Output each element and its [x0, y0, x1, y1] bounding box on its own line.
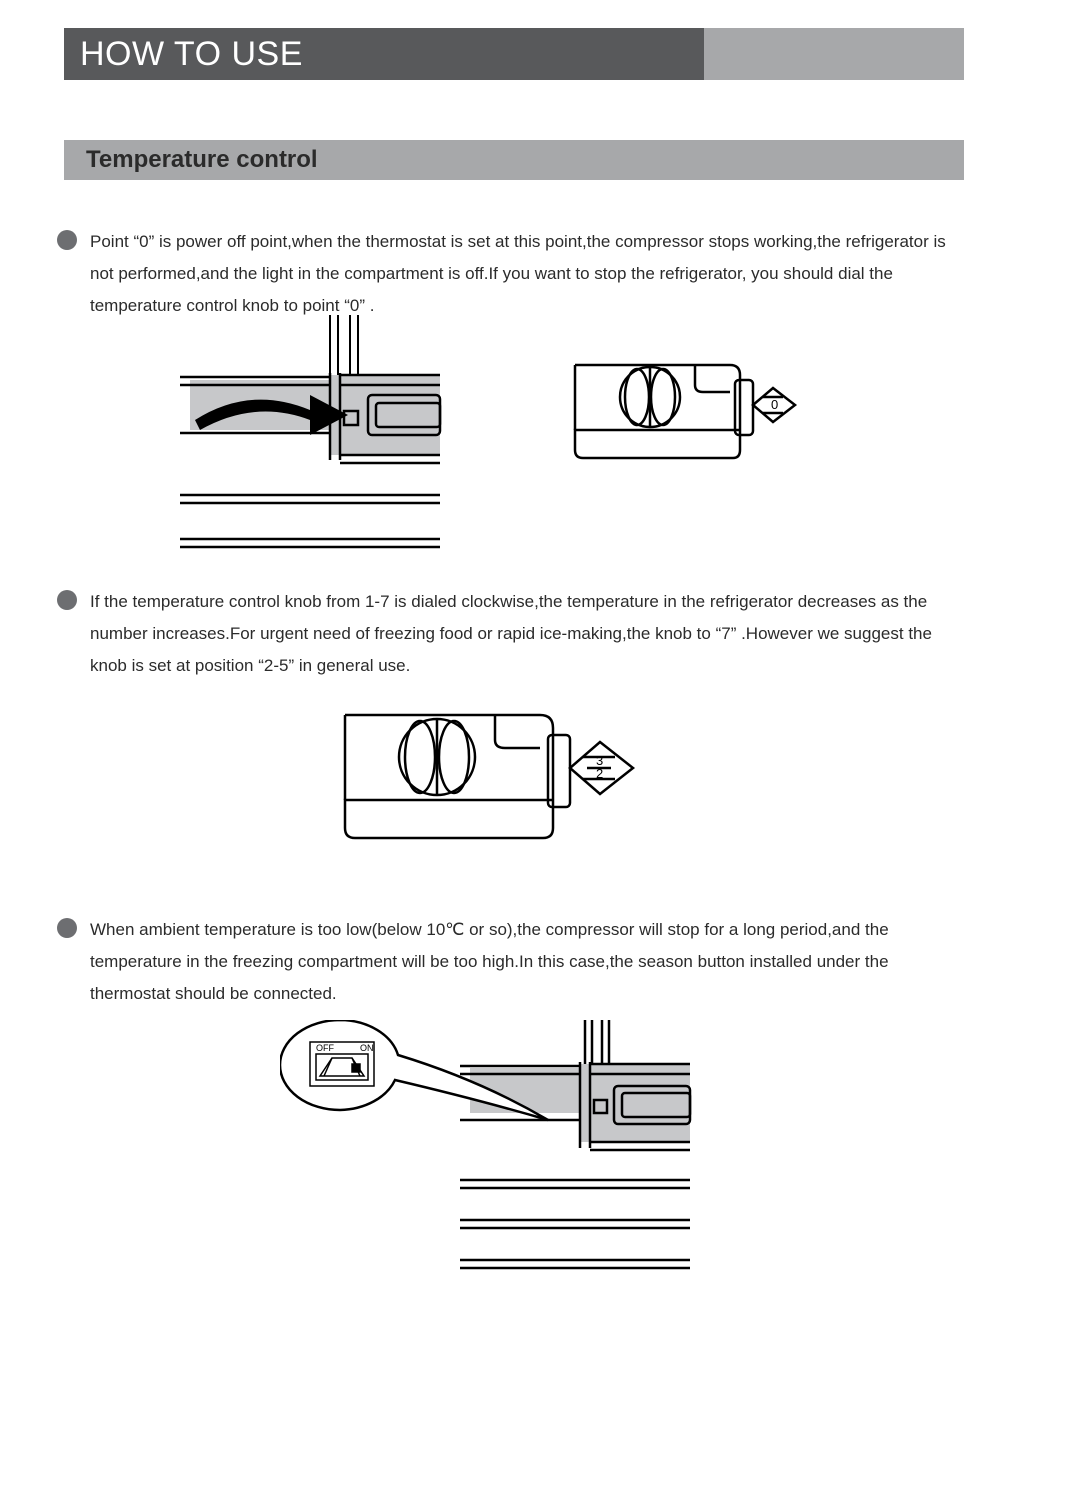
switch-on-label: ON — [360, 1043, 374, 1053]
bullet-icon — [57, 230, 77, 250]
dial-label-0: 0 — [771, 397, 778, 412]
switch-off-label: OFF — [316, 1043, 334, 1053]
bullet-text-1: Point “0” is power off point,when the th… — [90, 226, 960, 322]
bullet-icon — [57, 918, 77, 938]
bullet-text-2: If the temperature control knob from 1-7… — [90, 586, 960, 682]
thermostat-diagram-23: 3 2 — [315, 700, 655, 900]
dial-label-2: 2 — [596, 766, 603, 781]
season-switch-diagram: OFF ON — [280, 1020, 700, 1290]
page-title: HOW TO USE — [80, 35, 303, 74]
bullet-icon — [57, 590, 77, 610]
page-title-bar: HOW TO USE — [64, 28, 964, 80]
section-title: Temperature control — [86, 146, 318, 174]
thermostat-diagram-0: 0 — [555, 350, 815, 510]
fridge-corner-diagram-1 — [180, 315, 450, 555]
title-bar-light — [704, 28, 964, 80]
section-header: Temperature control — [64, 140, 964, 180]
title-bar-dark: HOW TO USE — [64, 28, 704, 80]
bullet-text-3: When ambient temperature is too low(belo… — [90, 914, 960, 1010]
